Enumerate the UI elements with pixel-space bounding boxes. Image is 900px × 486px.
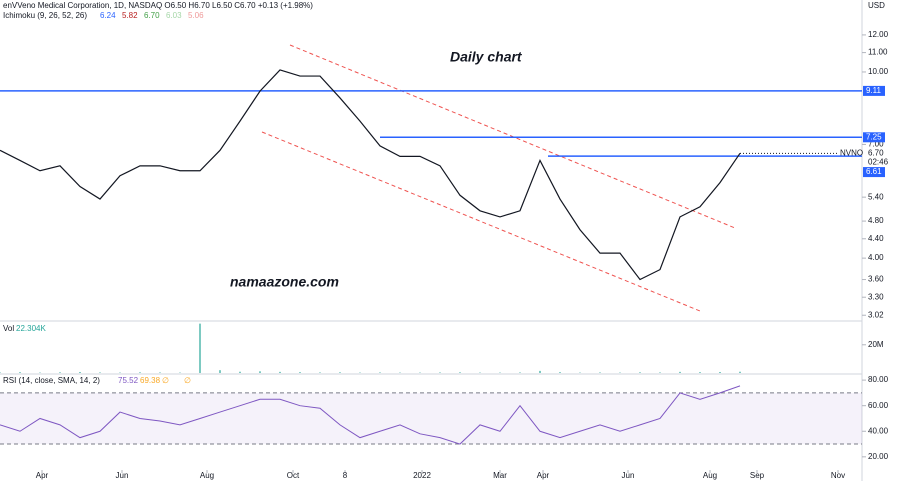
header: enVVeno Medical Corporation, 1D, NASDAQ … xyxy=(3,1,313,10)
rsi-legend-value: ∅ xyxy=(162,376,169,385)
volume-bar xyxy=(319,372,321,373)
indicator-value: 5.06 xyxy=(188,11,204,20)
x-tick-label: Sep xyxy=(750,471,765,480)
volume-bar xyxy=(699,372,701,373)
x-tick-label: Apr xyxy=(36,471,49,480)
countdown: 02:46 xyxy=(868,157,889,166)
volume-bar xyxy=(199,324,201,373)
y-tick-label: 11.00 xyxy=(868,48,888,57)
x-tick-label: Nov xyxy=(831,471,845,480)
x-tick-label: Mar xyxy=(493,471,507,480)
volume-bar xyxy=(259,371,261,373)
y-tick-label: 4.00 xyxy=(868,253,884,262)
volume-bar xyxy=(639,372,641,373)
indicator-value: 6.03 xyxy=(166,11,182,20)
y-tick-label: 3.02 xyxy=(868,310,884,319)
volume-bar xyxy=(139,372,141,373)
y-tick-label: 12.00 xyxy=(868,30,889,39)
volume-bar xyxy=(679,372,681,373)
rsi-tick-label: 40.00 xyxy=(868,426,889,435)
volume-bar xyxy=(539,371,541,373)
volume-bar xyxy=(559,372,561,373)
rsi-title: RSI (14, close, SMA, 14, 2) xyxy=(3,376,100,385)
volume-bar xyxy=(459,372,461,373)
volume-bar xyxy=(159,372,161,373)
volume-bar xyxy=(339,372,341,373)
rsi-legend-value: ∅ xyxy=(184,376,191,385)
indicator-value: 6.24 xyxy=(100,11,116,20)
volume-tick-label: 20M xyxy=(868,340,884,349)
volume-bar xyxy=(0,372,1,373)
volume-bar xyxy=(379,372,381,373)
volume-bar xyxy=(279,372,281,373)
indicator-name: Ichimoku (9, 26, 52, 26) xyxy=(3,11,87,20)
volume-bar xyxy=(19,372,21,373)
x-tick-label: Apr xyxy=(537,471,550,480)
x-tick-label: 8 xyxy=(343,471,348,480)
volume-bar xyxy=(439,372,441,373)
volume-bar xyxy=(79,372,81,373)
volume-bar xyxy=(599,372,601,373)
volume-bar xyxy=(719,372,721,373)
volume-bar xyxy=(519,372,521,373)
indicator-value: 5.82 xyxy=(122,11,138,20)
y-tick-label: 5.40 xyxy=(868,192,884,201)
indicator-value: 6.70 xyxy=(144,11,160,20)
y-tick-label: 4.80 xyxy=(868,216,884,225)
rsi-tick-label: 80.00 xyxy=(868,375,889,384)
volume-bar xyxy=(299,372,301,373)
y-tick-label: 3.30 xyxy=(868,292,884,301)
volume-bar xyxy=(239,372,241,373)
rsi-legend-value: 69.38 xyxy=(140,376,161,385)
volume-bar xyxy=(659,372,661,373)
x-tick-label: Jun xyxy=(116,471,129,480)
price-label: 9.11 xyxy=(866,86,882,95)
x-tick-label: Jun xyxy=(622,471,635,480)
volume-last: 22.304K xyxy=(16,324,46,333)
x-tick-label: Aug xyxy=(703,471,717,480)
price-label: 7.25 xyxy=(866,132,882,141)
y-tick-label: 3.60 xyxy=(868,275,884,284)
volume-bar xyxy=(59,372,61,373)
volume-bar xyxy=(739,372,741,373)
currency: USD xyxy=(868,1,885,10)
last-price-label: 6.70 xyxy=(868,148,884,157)
annotation: Daily chart xyxy=(450,49,523,65)
rsi-tick-label: 20.00 xyxy=(868,452,889,461)
rsi-legend-value: 75.52 xyxy=(118,376,139,385)
annotation: namaazone.com xyxy=(230,274,339,290)
series-name: NVNO xyxy=(840,148,863,157)
volume-title: Vol xyxy=(3,324,14,333)
x-tick-label: Oct xyxy=(287,471,300,480)
y-tick-label: 4.40 xyxy=(868,234,884,243)
volume-bar xyxy=(99,372,101,373)
price-label: 6.61 xyxy=(866,167,882,176)
y-tick-label: 10.00 xyxy=(868,67,889,76)
volume-bar xyxy=(219,370,221,373)
x-tick-label: Aug xyxy=(200,471,214,480)
rsi-tick-label: 60.00 xyxy=(868,401,889,410)
x-tick-label: 2022 xyxy=(413,471,431,480)
